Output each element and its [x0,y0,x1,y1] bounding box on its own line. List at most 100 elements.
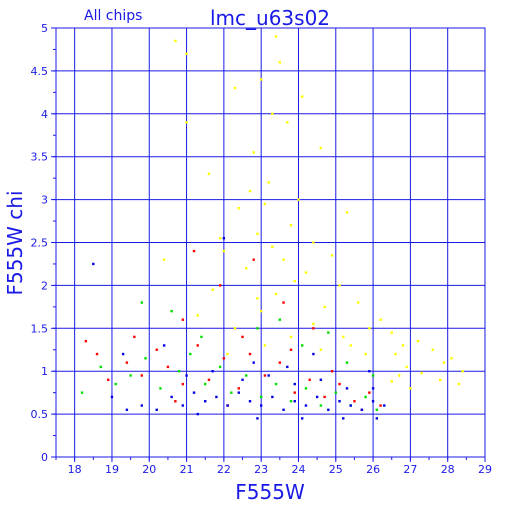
data-point [248,352,252,356]
data-point [114,382,117,386]
x-tick-label: 21 [180,463,194,476]
data-point [383,404,386,407]
data-point [282,301,285,304]
data-point [442,361,446,364]
data-point [95,352,99,356]
data-point [390,380,393,383]
data-point [245,267,248,270]
x-tick-label: 24 [291,463,305,476]
data-point [218,284,222,287]
data-point [323,305,326,309]
data-point [233,86,237,90]
data-point [405,365,408,369]
data-point [222,249,226,253]
data-point [252,361,255,364]
data-point [349,344,352,347]
data-point [207,378,211,381]
data-point [259,404,263,407]
data-point [241,335,244,339]
data-point [271,395,274,399]
data-point [263,202,267,206]
grid [56,27,486,458]
data-point [263,374,267,377]
data-point [155,408,158,412]
data-point [185,121,188,124]
data-point [278,61,282,64]
data-point [289,335,293,339]
data-point [166,365,170,369]
data-point [274,292,278,296]
data-point [301,344,304,347]
data-point [222,357,226,360]
data-point [379,318,382,321]
data-point [267,374,270,377]
data-point [256,297,259,300]
data-point [252,151,255,154]
data-point [185,374,188,377]
y-tick-label: 0.5 [31,408,49,421]
data-point [144,357,147,360]
y-axis-label: F555W chi [3,190,27,295]
data-point [200,335,203,339]
data-point [218,365,222,369]
data-point [312,327,315,330]
data-point [133,335,136,339]
data-point [319,146,323,150]
data-point [278,318,282,321]
data-point [140,404,143,407]
data-point [121,352,125,356]
data-point [222,237,226,240]
data-point [259,78,263,81]
data-point [330,370,334,373]
data-point [177,370,181,373]
data-point [289,400,293,403]
data-point [293,400,296,403]
data-point [342,335,345,339]
x-tick-label: 18 [68,463,82,476]
y-tick-label: 0 [41,451,48,464]
x-tick-label: 20 [142,463,156,476]
data-point [211,370,214,373]
data-point [256,232,259,236]
data-point [218,237,222,240]
data-point [312,352,315,356]
data-point [308,378,311,381]
data-point [181,404,185,407]
y-tick-label: 3 [41,194,48,207]
data-point [364,352,367,356]
data-point [368,327,371,330]
data-point [297,198,300,201]
data-point [312,241,315,244]
data-point [196,344,199,347]
data-point [271,245,274,248]
data-point [99,365,102,369]
data-point [319,404,323,407]
data-point [267,181,270,184]
y-tick-label: 4 [41,108,48,121]
x-tick-label: 25 [329,463,343,476]
data-point [84,339,88,343]
data-point [461,370,464,373]
data-point [368,391,371,394]
data-point [364,395,367,399]
y-tick-label: 3.5 [31,151,49,164]
data-point [394,352,397,356]
data-point [226,404,229,407]
data-point [289,348,293,351]
data-point [371,387,375,390]
data-point [360,408,364,412]
data-point [371,400,375,403]
data-point [420,371,423,375]
axes: 18 19 20 21 22 23 24 25 26 27 28 29 0 0.5 1 1.5 2 2.5 3 3.5… [31,22,493,476]
data-point [353,400,356,403]
data-point [286,365,289,369]
data-point [457,382,461,386]
data-point [170,395,173,399]
data-point [304,271,308,274]
data-point [409,387,412,390]
data-point [312,322,315,326]
data-point [379,404,382,407]
data-point [338,400,341,403]
data-point [80,391,84,394]
